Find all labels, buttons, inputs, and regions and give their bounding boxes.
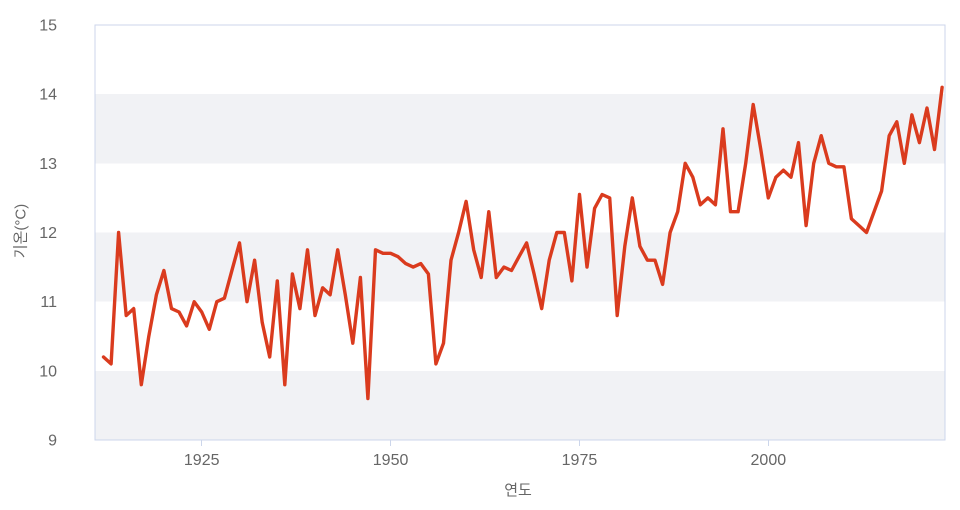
y-tick-label: 9 — [48, 433, 57, 450]
x-tick-label: 1975 — [562, 452, 598, 469]
plot-band — [95, 370, 945, 440]
x-tick-label: 1950 — [373, 452, 409, 469]
plot-band — [95, 232, 945, 302]
y-tick-label: 11 — [40, 294, 57, 311]
y-tick-label: 15 — [39, 18, 57, 35]
y-tick-label: 14 — [39, 87, 57, 104]
x-axis-title: 연도 — [504, 482, 532, 499]
y-tick-label: 10 — [39, 363, 57, 380]
x-tick-label: 1925 — [184, 452, 220, 469]
x-tick-label: 2000 — [751, 452, 787, 469]
y-tick-label: 12 — [39, 225, 57, 242]
plot-border — [94, 24, 946, 441]
y-axis-title-text: 기온(°C) — [12, 203, 30, 259]
temperature-line — [101, 85, 944, 401]
plot-band — [95, 94, 945, 164]
y-tick-label: 13 — [39, 156, 57, 173]
